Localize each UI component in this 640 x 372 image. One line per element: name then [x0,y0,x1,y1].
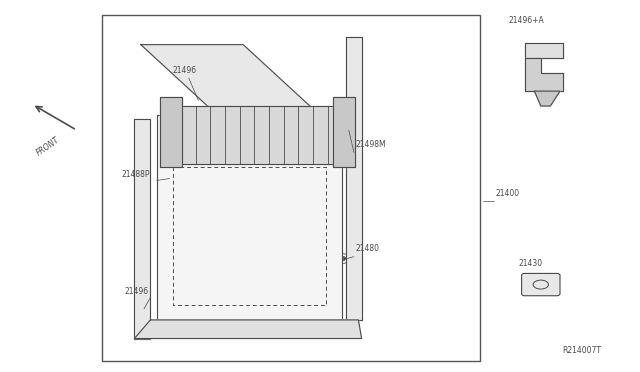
Text: 21498M: 21498M [355,140,386,149]
Text: 21488P: 21488P [122,170,150,179]
Text: 21496: 21496 [125,287,149,296]
Text: 21480: 21480 [355,244,380,253]
Polygon shape [134,320,362,339]
Text: R214007T: R214007T [563,346,602,355]
Polygon shape [141,45,320,115]
Circle shape [231,330,236,333]
Polygon shape [534,91,560,106]
FancyBboxPatch shape [522,273,560,296]
Polygon shape [525,58,563,91]
Text: 21496: 21496 [173,65,197,74]
Bar [102,15,480,361]
Polygon shape [333,97,355,167]
Polygon shape [160,97,182,167]
Polygon shape [346,37,362,320]
Circle shape [308,330,313,333]
Text: 21430: 21430 [518,259,543,268]
Polygon shape [134,119,150,339]
Polygon shape [166,106,342,164]
Polygon shape [157,115,342,320]
Polygon shape [525,43,563,58]
Circle shape [269,330,275,333]
Text: FRONT: FRONT [35,136,61,158]
Text: 21496+A: 21496+A [509,16,545,25]
Circle shape [189,330,195,333]
Circle shape [339,257,346,260]
Text: 21400: 21400 [496,189,520,198]
